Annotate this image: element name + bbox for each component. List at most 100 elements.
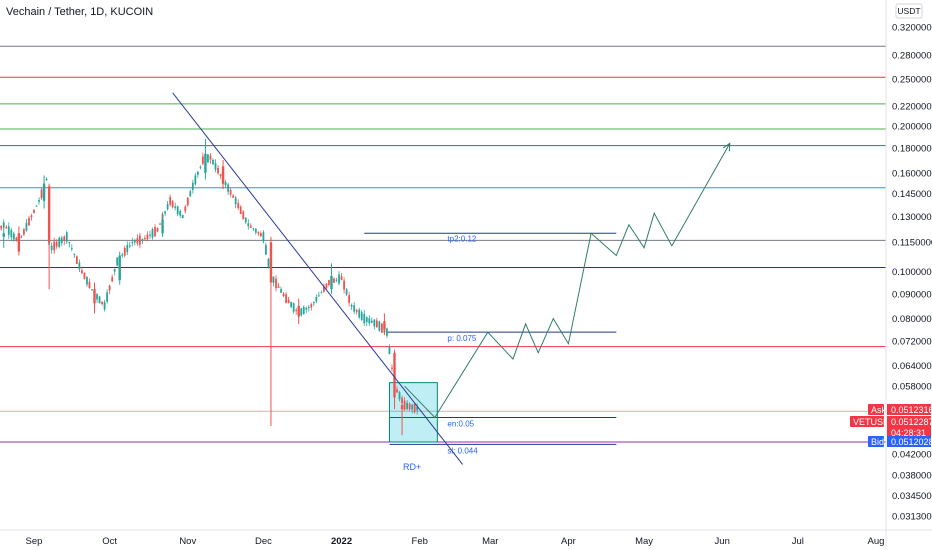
candle-body xyxy=(15,237,18,241)
candle-body xyxy=(365,317,368,323)
candle-body xyxy=(28,217,30,226)
candle-body xyxy=(136,238,139,244)
candle-body xyxy=(370,320,373,323)
candle-body xyxy=(123,248,126,256)
time-tick-label: Feb xyxy=(412,536,428,547)
candle-body xyxy=(151,229,154,238)
candle-body xyxy=(239,206,242,214)
candle-body xyxy=(393,352,396,398)
candle-body xyxy=(317,295,320,297)
candle-body xyxy=(30,215,33,218)
candle-body xyxy=(181,214,184,219)
candle-body xyxy=(312,302,315,304)
candle-body xyxy=(360,312,363,320)
candle-body xyxy=(400,405,404,410)
candle-body xyxy=(80,270,83,274)
candle-body xyxy=(7,226,10,235)
candle-body xyxy=(232,195,235,198)
time-axis[interactable]: Sep Oct Nov Dec 2022 Feb Mar Apr May Jun Jul Aug xyxy=(26,536,885,547)
candle-body xyxy=(212,159,214,165)
candle-body xyxy=(350,305,353,307)
currency-button-label[interactable]: USDT xyxy=(897,6,920,16)
candle-body xyxy=(171,200,174,208)
candle-body xyxy=(179,210,182,216)
time-tick-label: Jun xyxy=(715,536,730,547)
candle-body xyxy=(302,306,305,315)
candle-body xyxy=(106,292,109,302)
candle-body xyxy=(408,403,411,410)
candle-body xyxy=(40,189,43,199)
candle-body xyxy=(323,286,325,292)
candle-body xyxy=(300,308,303,316)
candle-body xyxy=(378,321,381,331)
candle-body xyxy=(391,367,393,369)
candle-body xyxy=(70,248,73,250)
currency-button-frame[interactable] xyxy=(895,3,923,19)
candle-body xyxy=(101,301,103,305)
candle-body xyxy=(262,232,265,242)
candle-body xyxy=(156,228,159,232)
candle-body xyxy=(17,233,21,252)
candle-body xyxy=(325,283,328,288)
candle-body xyxy=(219,174,222,176)
trendline-layer xyxy=(172,92,463,465)
candle-body xyxy=(355,310,358,312)
price-tag-value-bg xyxy=(887,436,931,447)
candle-body xyxy=(0,225,3,229)
candle-body xyxy=(78,262,81,270)
candle-body xyxy=(116,257,119,266)
candle-body xyxy=(310,304,313,308)
candle-body xyxy=(204,153,207,173)
candle-body xyxy=(146,234,149,240)
candle-body xyxy=(141,238,144,240)
candle-body xyxy=(224,182,227,186)
candle-body xyxy=(338,274,340,284)
candle-body xyxy=(33,209,35,213)
candle-body xyxy=(272,276,275,283)
trade-levels-layer: tp2:0.12 p: 0.075 en:0.05 sl: 0.044 xyxy=(364,232,617,455)
candle-body xyxy=(285,294,287,303)
projection-arrow-icon xyxy=(722,142,731,152)
candle-body xyxy=(330,275,333,290)
price-tag-value: 0.0512028 xyxy=(891,437,932,447)
candle-body xyxy=(363,313,366,324)
candle-body xyxy=(47,186,51,243)
time-tick-label: Nov xyxy=(179,536,196,547)
candle-body xyxy=(161,219,164,234)
projection-layer xyxy=(404,142,731,419)
price-tag-value: 0.0512287 xyxy=(891,417,932,427)
candle-body xyxy=(42,183,46,201)
currency-button[interactable]: USDT xyxy=(895,3,923,19)
candle-body xyxy=(242,211,245,219)
candle-body xyxy=(290,302,293,307)
candle-body xyxy=(292,303,295,312)
candle-body xyxy=(138,235,141,245)
candle-body xyxy=(282,293,285,297)
candle-body xyxy=(348,295,351,303)
zone-label: RD+ xyxy=(403,462,421,472)
candle-body xyxy=(380,323,383,333)
price-tag-value-bg xyxy=(887,404,931,415)
candle-body xyxy=(111,277,114,282)
candle-body xyxy=(103,302,106,310)
candle-body xyxy=(305,308,308,310)
candle-body xyxy=(259,233,262,237)
candle-body xyxy=(237,203,240,209)
candle-body xyxy=(189,191,192,197)
candle-body xyxy=(126,245,129,253)
candle-body xyxy=(368,318,371,324)
price-tag-label: Bid xyxy=(871,437,884,447)
